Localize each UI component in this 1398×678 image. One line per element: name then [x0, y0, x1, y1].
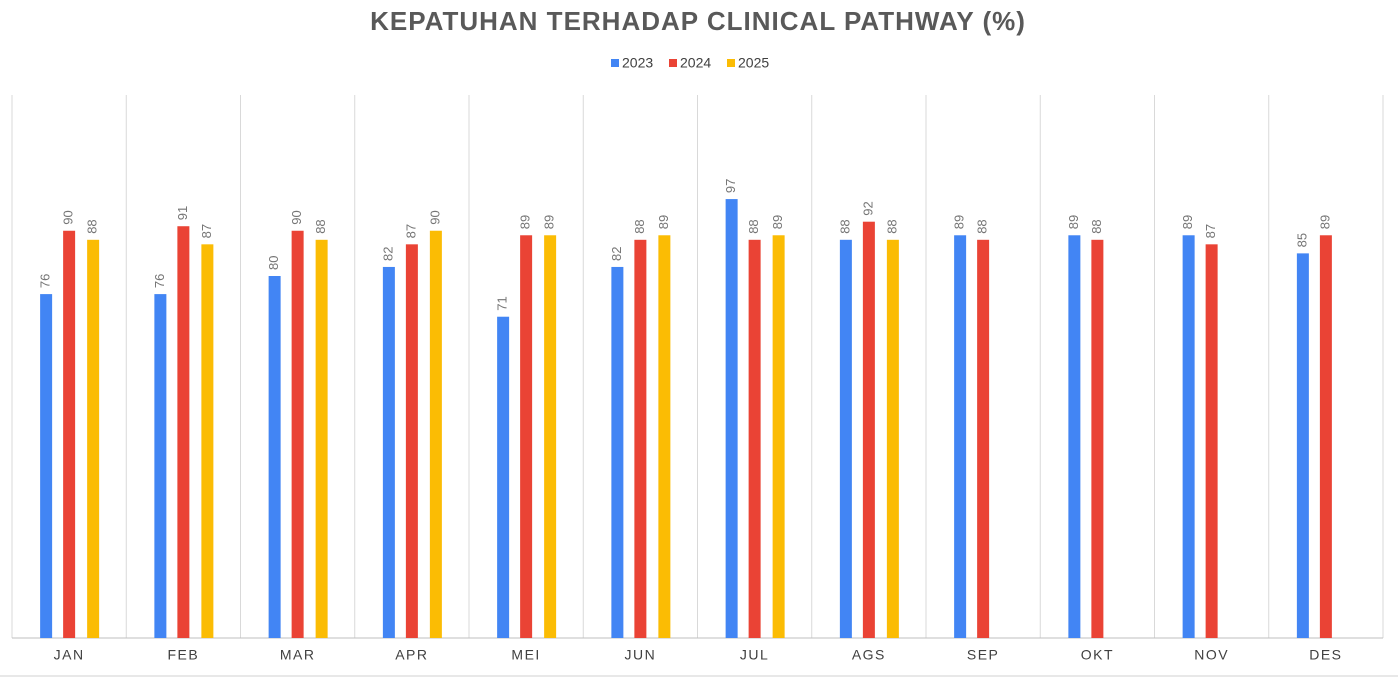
bar: [634, 239, 647, 639]
bar: [658, 235, 671, 638]
value-label: 88: [1089, 219, 1104, 233]
bar: [405, 244, 418, 638]
value-label: 88: [746, 219, 761, 233]
value-label: 90: [61, 210, 76, 224]
bar: [954, 235, 967, 638]
bar: [1182, 235, 1195, 638]
x-tick-label: MAR: [280, 647, 316, 663]
value-label: 88: [632, 219, 647, 233]
legend-swatch: [611, 59, 619, 67]
value-label: 97: [723, 179, 738, 193]
value-label: 91: [175, 206, 190, 220]
bar: [611, 266, 624, 638]
bar: [268, 276, 281, 638]
value-label: 89: [518, 215, 533, 229]
bar: [1091, 239, 1104, 639]
value-label: 90: [289, 210, 304, 224]
bar: [315, 239, 328, 639]
bar: [63, 230, 76, 638]
legend-swatch: [669, 59, 677, 67]
value-label: 88: [313, 219, 328, 233]
value-label: 82: [380, 246, 395, 260]
legend-swatch: [727, 59, 735, 67]
value-label: 76: [38, 274, 53, 288]
value-label: 89: [1180, 215, 1195, 229]
bar: [862, 221, 875, 638]
legend-label: 2023: [622, 55, 653, 71]
bar: [544, 235, 557, 638]
chart-title: KEPATUHAN TERHADAP CLINICAL PATHWAY (%): [370, 6, 1026, 36]
value-label: 88: [85, 219, 100, 233]
value-label: 89: [770, 215, 785, 229]
x-tick-label: AGS: [852, 647, 886, 663]
value-label: 90: [427, 210, 442, 224]
value-label: 80: [266, 256, 281, 270]
bar: [177, 226, 190, 638]
value-label: 88: [975, 219, 990, 233]
value-label: 87: [403, 224, 418, 238]
bar: [1068, 235, 1081, 638]
bar: [201, 244, 214, 638]
bar: [839, 239, 852, 639]
x-tick-label: JUL: [740, 647, 769, 663]
bar: [1319, 235, 1332, 638]
x-tick-label: NOV: [1194, 647, 1229, 663]
value-label: 76: [152, 274, 167, 288]
bar: [1205, 244, 1218, 638]
bar: [40, 294, 53, 638]
bar: [87, 239, 100, 639]
value-label: 89: [1317, 215, 1332, 229]
value-label: 89: [952, 215, 967, 229]
x-tick-label: JUN: [625, 647, 657, 663]
bar: [429, 230, 442, 638]
bar: [748, 239, 761, 639]
value-label: 88: [884, 219, 899, 233]
bar: [725, 199, 738, 638]
value-label: 71: [495, 296, 510, 310]
value-label: 92: [860, 201, 875, 215]
value-label: 87: [1203, 224, 1218, 238]
legend-label: 2024: [680, 55, 711, 71]
value-label: 87: [199, 224, 214, 238]
x-tick-label: JAN: [54, 647, 85, 663]
bar: [977, 239, 990, 639]
value-label: 89: [656, 215, 671, 229]
x-tick-label: APR: [395, 647, 428, 663]
bar: [520, 235, 533, 638]
x-tick-label: OKT: [1081, 647, 1114, 663]
value-label: 89: [542, 215, 557, 229]
value-label: 89: [1066, 215, 1081, 229]
x-tick-label: FEB: [168, 647, 200, 663]
legend-label: 2025: [738, 55, 769, 71]
bar: [1296, 253, 1309, 638]
bar: [154, 294, 167, 638]
x-tick-label: SEP: [967, 647, 1000, 663]
bar: [886, 239, 899, 639]
bar: [382, 266, 395, 638]
bar: [772, 235, 785, 638]
x-tick-label: MEI: [511, 647, 540, 663]
x-tick-label: DES: [1309, 647, 1342, 663]
value-label: 88: [837, 219, 852, 233]
bar: [291, 230, 304, 638]
value-label: 85: [1294, 233, 1309, 247]
value-label: 82: [609, 246, 624, 260]
bar: [497, 316, 510, 638]
